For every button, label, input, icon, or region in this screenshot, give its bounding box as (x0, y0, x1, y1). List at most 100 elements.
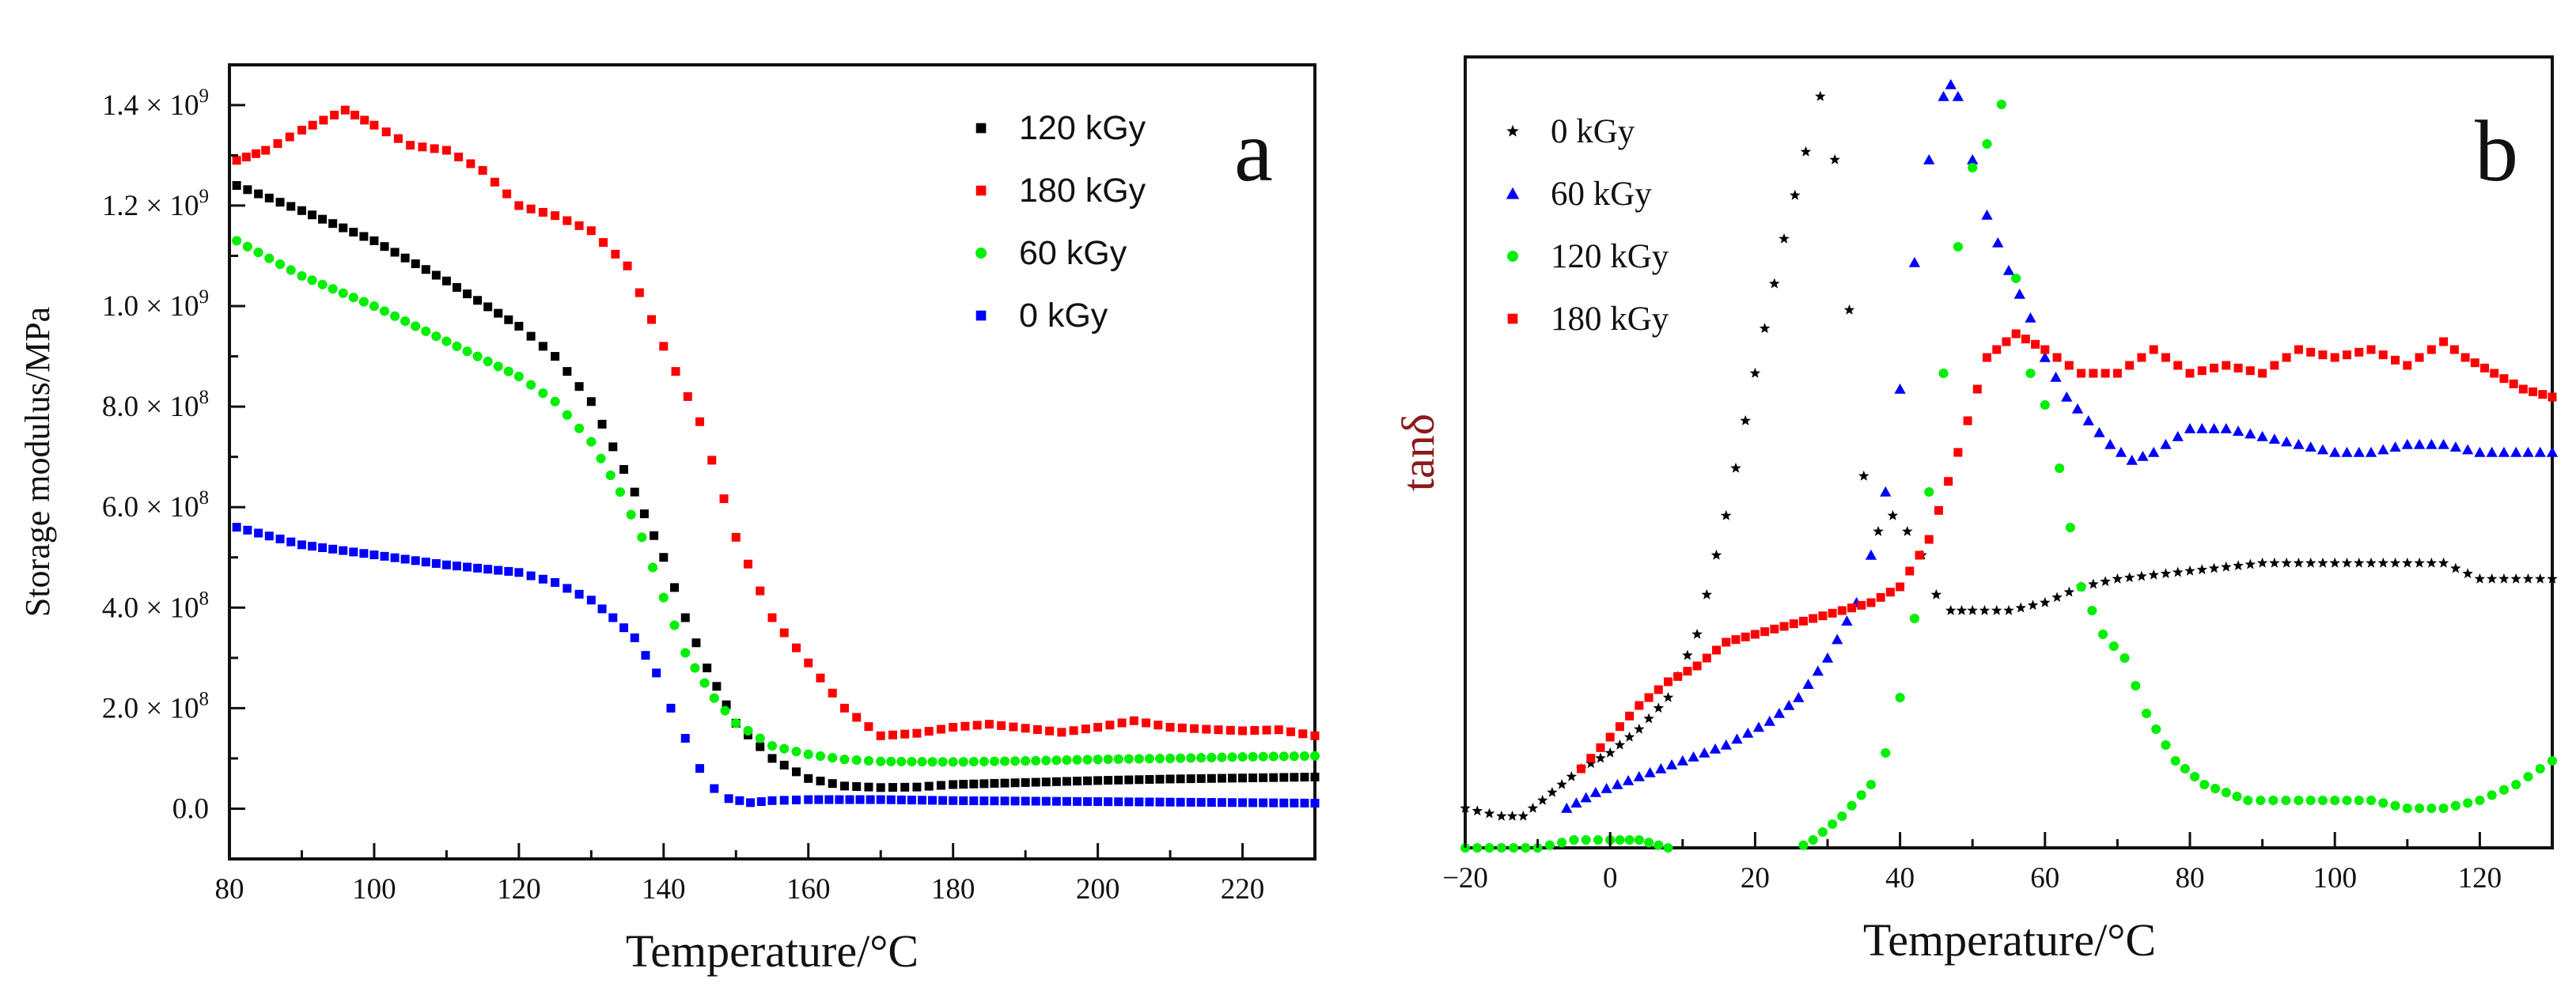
data-point-180-kgy (1760, 627, 1770, 637)
data-point-180-kgy (2002, 337, 2011, 346)
data-point-60-kgy (253, 248, 263, 258)
series-0-kgy (1460, 90, 2558, 821)
data-point-180-kgy (273, 139, 282, 149)
data-point-120-kgy (431, 270, 441, 280)
data-point-60-kgy (452, 341, 462, 351)
data-point-0-kgy (2462, 568, 2473, 579)
data-point-120-kgy (712, 682, 722, 691)
data-point-60-kgy (1793, 691, 1805, 702)
data-point-120-kgy (2498, 785, 2509, 795)
data-point-0-kgy (1238, 798, 1248, 808)
data-point-0-kgy (1310, 798, 1320, 808)
y-tick-label: 6.0 × 108 (102, 487, 209, 524)
data-point-0-kgy (2305, 557, 2317, 568)
data-point-120-kgy (1217, 774, 1226, 783)
data-point-60-kgy (472, 351, 483, 361)
data-point-0-kgy (1145, 797, 1154, 807)
data-point-0-kgy (2329, 557, 2340, 568)
data-point-120-kgy (551, 352, 560, 361)
data-point-120-kgy (286, 202, 296, 211)
data-point-0-kgy (2438, 557, 2449, 568)
data-point-180-kgy (502, 189, 512, 199)
data-point-180-kgy (2354, 347, 2364, 357)
data-point-180-kgy (2137, 353, 2146, 362)
data-point-0-kgy (1472, 805, 1483, 816)
x-tick-label: 140 (642, 873, 686, 906)
data-point-120-kgy (1196, 774, 1206, 783)
data-point-180-kgy (2161, 353, 2170, 362)
data-point-120-kgy (1982, 138, 1992, 149)
data-point-120-kgy (1114, 775, 1123, 785)
data-point-60-kgy (1952, 90, 1964, 101)
data-point-120-kgy (1881, 747, 1891, 758)
data-point-180-kgy (1702, 653, 1711, 663)
data-point-0-kgy (1721, 509, 1732, 520)
data-point-0-kgy (400, 554, 410, 564)
data-point-180-kgy (526, 204, 536, 214)
data-point-120-kgy (2450, 800, 2460, 811)
data-point-120-kgy (2535, 763, 2545, 774)
data-point-180-kgy (308, 120, 317, 130)
data-point-120-kgy (1135, 775, 1144, 785)
data-point-60-kgy (1248, 751, 1258, 762)
data-point-60-kgy (264, 253, 275, 263)
data-point-0-kgy (574, 589, 584, 599)
data-point-180-kgy (2011, 329, 2021, 339)
data-point-180-kgy (1934, 505, 1943, 515)
data-point-60-kgy (1279, 751, 1289, 762)
data-point-120-kgy (969, 779, 979, 789)
data-point-60-kgy (1227, 752, 1237, 762)
data-point-120-kgy (2161, 739, 2171, 751)
data-point-0-kgy (551, 578, 560, 588)
data-point-120-kgy (876, 783, 885, 792)
data-point-0-kgy (1945, 604, 1957, 615)
data-point-120-kgy (2141, 708, 2152, 719)
data-point-0-kgy (483, 565, 493, 574)
data-point-180-kgy (2077, 369, 2086, 378)
data-point-0-kgy (318, 543, 328, 552)
data-point-0-kgy (866, 795, 875, 804)
data-point-120-kgy (1248, 774, 1258, 783)
legend-item-180-kgy: 180 kGy (975, 172, 1146, 210)
data-point-180-kgy (350, 111, 360, 120)
data-point-120-kgy (852, 781, 862, 791)
data-point-120-kgy (2120, 652, 2130, 664)
data-point-180-kgy (731, 532, 741, 542)
data-point-60-kgy (1580, 792, 1592, 803)
data-point-120-kgy (691, 638, 701, 648)
data-point-120-kgy (318, 214, 328, 224)
data-point-60-kgy (1309, 751, 1320, 761)
x-tick-label: 80 (2176, 862, 2205, 895)
panel-a-data-points (232, 105, 1320, 808)
data-point-180-kgy (1225, 725, 1235, 735)
data-point-120-kgy (339, 223, 348, 233)
data-point-0-kgy (2196, 564, 2208, 575)
data-point-0-kgy (2281, 557, 2292, 568)
data-point-0-kgy (1956, 604, 1968, 615)
data-point-60-kgy (658, 592, 669, 603)
data-point-120-kgy (494, 308, 503, 318)
panel-b-data-points (1460, 78, 2559, 853)
data-point-0-kgy (1083, 796, 1093, 806)
series-60-kgy (232, 236, 1320, 767)
data-point-120-kgy (2232, 791, 2242, 802)
data-point-0-kgy (514, 568, 524, 577)
data-point-120-kgy (2317, 795, 2328, 806)
data-point-60-kgy (2510, 446, 2522, 457)
data-point-60-kgy (1992, 236, 2004, 248)
data-point-120-kgy (2190, 771, 2200, 782)
data-point-120-kgy (1062, 777, 1071, 786)
data-point-180-kgy (430, 144, 439, 153)
data-point-60-kgy (2256, 430, 2268, 441)
data-point-120-kgy (2210, 783, 2221, 794)
data-point-0-kgy (2256, 557, 2268, 568)
data-point-0-kgy (597, 604, 607, 614)
data-point-0-kgy (1585, 758, 1597, 769)
data-point-120-kgy (1996, 99, 2006, 110)
data-point-0-kgy (380, 551, 389, 561)
data-point-0-kgy (791, 795, 801, 804)
data-point-0-kgy (390, 553, 400, 562)
data-point-60-kgy (1072, 755, 1082, 765)
data-point-0-kgy (1604, 747, 1616, 758)
legend-item-60-kgy: 60 kGy (975, 234, 1127, 272)
